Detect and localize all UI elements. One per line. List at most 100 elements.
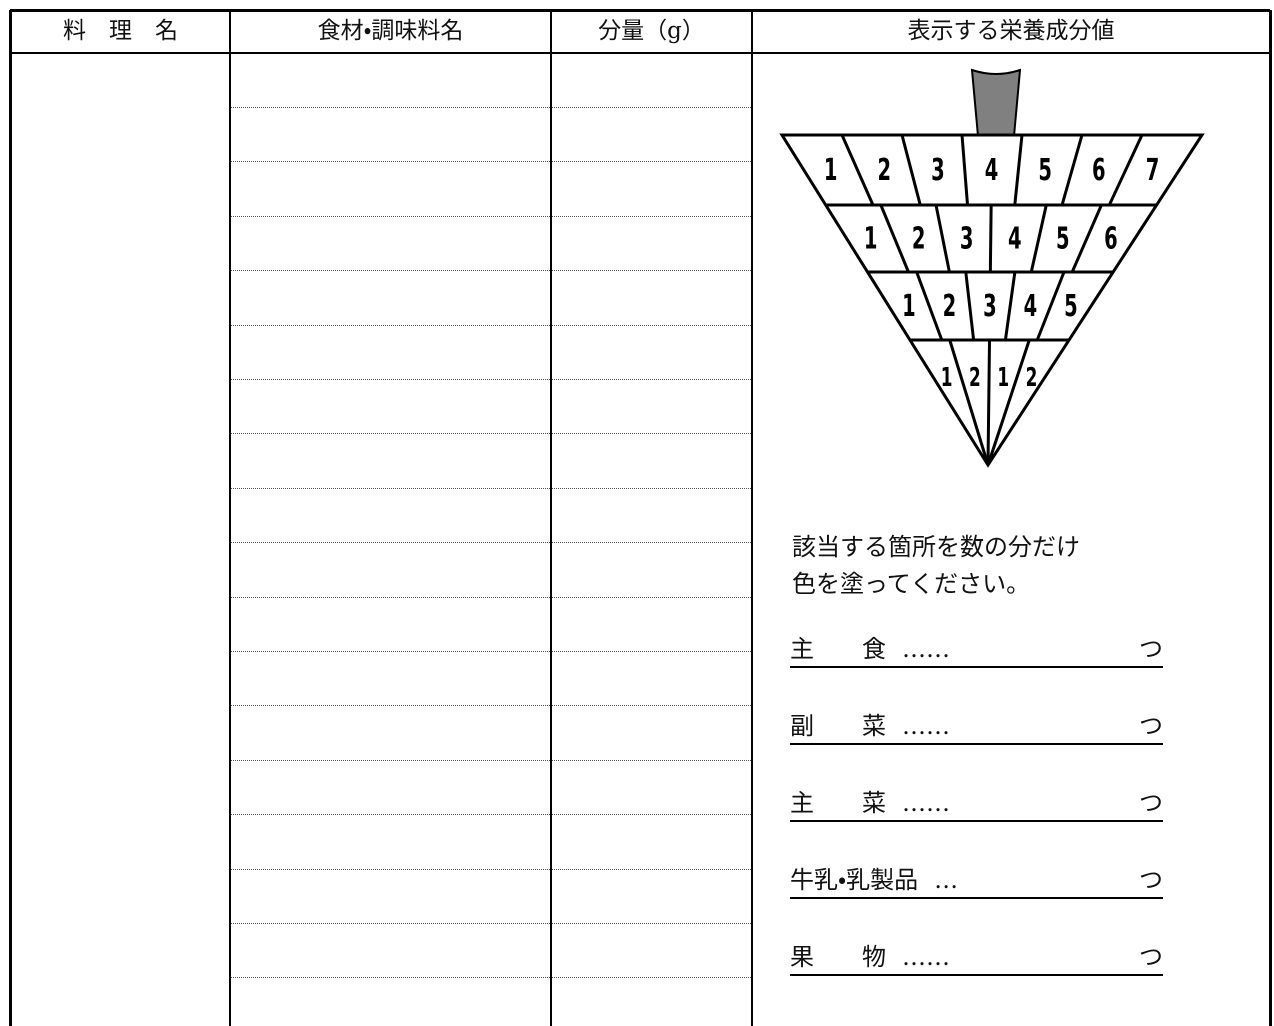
row-line [552, 215, 751, 217]
row-line [552, 487, 751, 489]
diagram-cells: 1 2 3 4 5 6 71 2 3 4 5 61 2 3 4 51 2 1 2 [779, 133, 1205, 468]
row-line [231, 215, 550, 217]
item-leader: …… [902, 789, 950, 817]
cell-number: 1 [997, 363, 1009, 393]
item-text: 副 菜 …… [790, 706, 950, 741]
cell-divider [840, 134, 875, 206]
row-line [552, 977, 751, 979]
row-line [231, 868, 550, 870]
cell-number: 4 [1024, 289, 1038, 323]
row-line [231, 977, 550, 979]
cell-divider [879, 204, 910, 273]
cell-number: 5 [1056, 221, 1070, 255]
top-stem [970, 68, 1022, 137]
column-line [229, 10, 231, 1026]
spinning-top-diagram: 1 2 3 4 5 6 71 2 3 4 5 61 2 3 4 51 2 1 2 [779, 68, 1205, 468]
row-line [231, 542, 550, 544]
item-text: 主 食 …… [790, 629, 950, 664]
item-label: 牛乳・乳製品 [790, 866, 919, 894]
row-line [231, 107, 550, 108]
item-label: 果 物 [790, 943, 886, 971]
row-line [552, 923, 751, 924]
row-line [231, 487, 550, 489]
column-line [751, 10, 753, 1026]
cell-divider [1003, 271, 1017, 341]
item-leader: …… [902, 943, 950, 971]
cell-divider [915, 271, 944, 341]
item-label: 主 菜 [790, 789, 886, 817]
cell-divider [1013, 134, 1024, 206]
item-text: 主 菜 …… [790, 783, 950, 818]
row-line [231, 324, 550, 326]
row-line [552, 651, 751, 652]
row-line [231, 651, 550, 652]
cell-divider [934, 204, 951, 273]
cell-number: 2 [1026, 363, 1038, 393]
cell-divider [900, 134, 922, 206]
right-border [1269, 10, 1272, 1026]
cell-number: 2 [969, 363, 981, 393]
item-label: 主 食 [790, 635, 886, 663]
top-border [10, 9, 1270, 12]
item-leader: …… [902, 712, 950, 740]
row-line [552, 379, 751, 380]
item-unit: つ [1139, 789, 1163, 817]
header-border [10, 52, 1270, 54]
column-header: 料 理 名 [63, 18, 178, 44]
cell-divider [986, 339, 992, 466]
item-unit: つ [1139, 635, 1163, 663]
item-row: 果 物 …… つ [790, 940, 1163, 976]
row-line [552, 814, 751, 816]
row-line [552, 759, 751, 761]
column-header: 表示する栄養成分値 [907, 18, 1115, 44]
cell-number: 1 [902, 289, 916, 323]
row-line [552, 433, 751, 435]
cell-number: 5 [1038, 153, 1052, 187]
row-line [231, 379, 550, 380]
cell-divider [1035, 271, 1066, 341]
row-line [552, 270, 751, 272]
item-row: 副 菜 …… つ [790, 709, 1163, 745]
column-line [550, 10, 552, 1026]
cell-number: 4 [1008, 221, 1022, 255]
row-line [552, 542, 751, 544]
cell-number: 1 [824, 153, 838, 187]
item-text: 果 物 …… [790, 937, 950, 972]
column-header: 分量（g） [598, 18, 705, 44]
cell-number: 1 [941, 363, 953, 393]
item-unit: つ [1139, 712, 1163, 740]
cell-divider [1107, 134, 1144, 206]
cell-divider [960, 134, 970, 206]
cell-number: 7 [1146, 153, 1160, 187]
cell-divider [1060, 134, 1084, 206]
row-line [231, 705, 550, 707]
row-line [552, 107, 751, 108]
cell-number: 2 [943, 289, 957, 323]
instruction-line: 色を塗ってください。 [792, 570, 1031, 598]
row-line [552, 324, 751, 326]
item-unit: つ [1139, 943, 1163, 971]
row-line [231, 814, 550, 816]
cell-divider [964, 271, 976, 341]
cell-number: 3 [983, 289, 997, 323]
item-leader: … [934, 866, 959, 894]
cell-number: 3 [960, 221, 974, 255]
cell-divider [986, 339, 1031, 466]
cell-number: 5 [1064, 289, 1078, 323]
cell-number: 6 [1104, 221, 1118, 255]
column-header: 食材・調味料名 [317, 18, 464, 44]
row-line [231, 433, 550, 435]
left-border [9, 10, 12, 1026]
cell-number: 4 [985, 153, 999, 187]
instruction-line: 該当する箇所を数の分だけ [792, 533, 1080, 561]
row-line [231, 270, 550, 272]
row-line [552, 868, 751, 870]
cell-divider [1070, 204, 1103, 273]
item-row: 牛乳・乳製品 … つ [790, 863, 1163, 899]
row-line [552, 705, 751, 707]
row-line [231, 923, 550, 924]
row-line [231, 161, 550, 163]
cell-number: 6 [1092, 153, 1106, 187]
cell-number: 2 [878, 153, 892, 187]
